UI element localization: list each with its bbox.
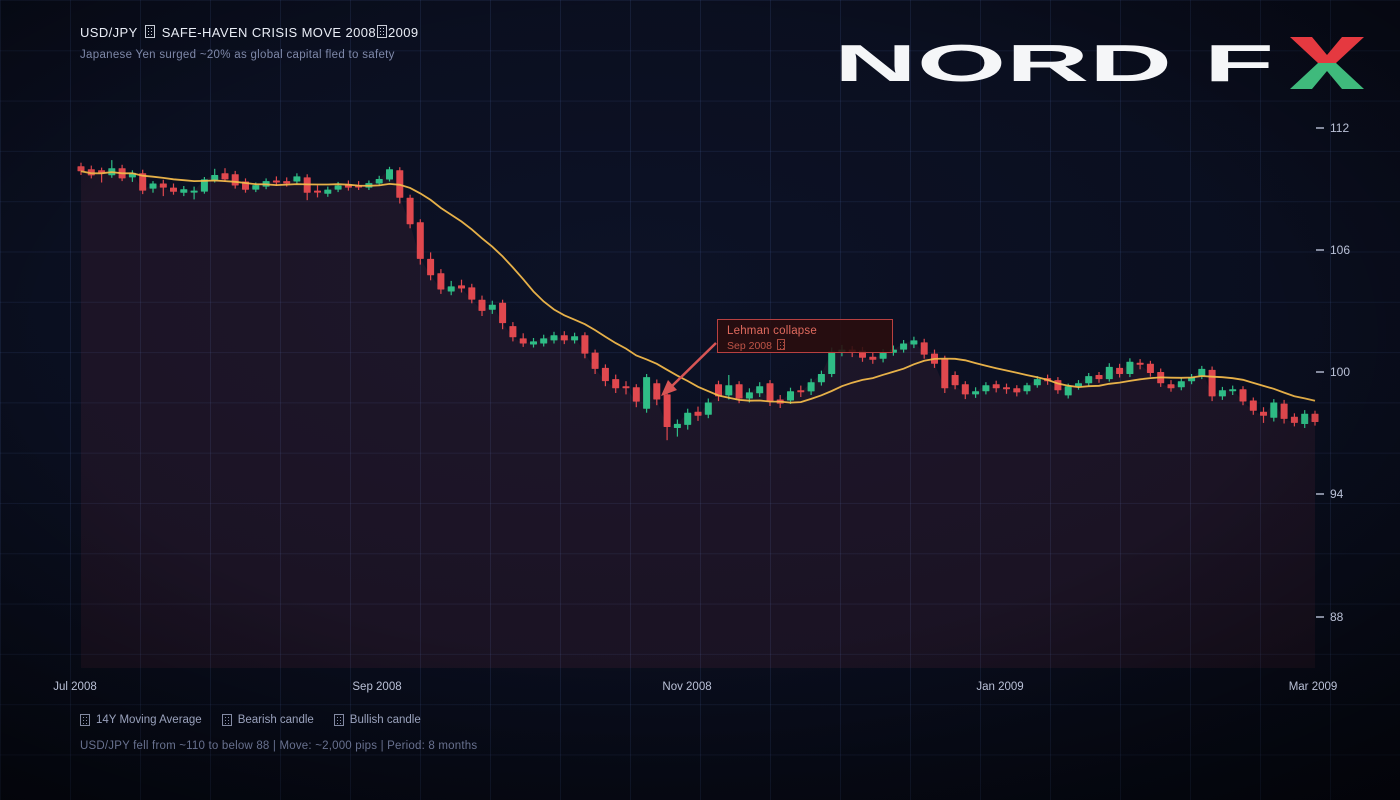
nordfx-logo: NORD F	[834, 34, 1366, 92]
y-tick-value: 94	[1330, 487, 1344, 502]
candle	[406, 194, 414, 229]
missing-glyph-icon	[333, 714, 344, 726]
legend-item-label: 14Y Moving Average	[96, 714, 202, 726]
y-axis-label: 106	[1316, 243, 1350, 257]
logo-x-icon	[1290, 37, 1364, 89]
y-tick-value: 112	[1330, 120, 1350, 135]
chart-legend: 14Y Moving Average Bearish candle Bullish …	[80, 714, 421, 726]
y-tick-value: 100	[1330, 365, 1351, 379]
legend-item-label: Bearish candle	[237, 714, 314, 726]
annotation-box: Lehman collapse Sep 2008	[717, 319, 893, 353]
summary-stats: USD/JPY fell from ~110 to below 88 | Mov…	[80, 740, 478, 752]
legend-item: Bearish candle	[221, 714, 314, 726]
missing-glyph-icon	[144, 25, 155, 38]
title-year: 2009	[388, 25, 419, 40]
y-axis-label: 94	[1316, 487, 1343, 501]
candle	[386, 166, 393, 182]
x-axis-label: Nov 2008	[662, 681, 712, 693]
candle	[643, 374, 651, 413]
x-axis-label: Mar 2009	[1288, 681, 1338, 693]
title-symbol: USD/JPY	[80, 25, 138, 40]
y-tick-dash	[1316, 615, 1324, 618]
missing-glyph-icon	[377, 25, 387, 38]
legend-item: Bullish candle	[333, 714, 421, 726]
y-tick-dash	[1316, 493, 1324, 496]
y-tick-dash	[1316, 248, 1324, 251]
x-axis-label: Jul 2008	[53, 681, 97, 693]
x-axis-label: Sep 2008	[352, 681, 402, 693]
logo-text: NORD F	[834, 35, 1274, 92]
candle	[416, 219, 424, 265]
title-main: SAFE-HAVEN CRISIS MOVE 2008	[161, 25, 376, 40]
page-subtitle: Japanese Yen surged ~20% as global capit…	[80, 49, 395, 61]
missing-glyph-icon	[80, 714, 90, 726]
nordfx-logo-graphic: NORD F	[834, 35, 1364, 92]
y-tick-dash	[1316, 126, 1324, 129]
annotation-arrow-line	[671, 342, 717, 387]
candle	[108, 160, 116, 178]
y-tick-dash	[1316, 371, 1324, 373]
page-title: USD/JPY SAFE-HAVEN CRISIS MOVE 2008 2009	[80, 25, 419, 40]
annotation-title: Lehman collapse	[727, 325, 817, 337]
legend-item: 14Y Moving Average	[80, 714, 202, 726]
y-axis-label: 88	[1316, 610, 1343, 624]
missing-glyph-icon	[221, 714, 232, 726]
candle	[139, 169, 147, 195]
missing-glyph-icon	[776, 339, 785, 350]
y-axis-label: 100	[1316, 365, 1350, 379]
annotation-date: Sep 2008	[727, 339, 883, 352]
legend-item-label: Bullish candle	[349, 714, 421, 726]
y-axis-label: 112	[1316, 121, 1349, 135]
candle	[200, 177, 208, 194]
y-tick-value: 106	[1330, 242, 1351, 257]
x-axis-label: Jan 2009	[976, 681, 1024, 693]
y-tick-value: 88	[1330, 609, 1344, 624]
candle	[1105, 363, 1113, 382]
candle	[1208, 366, 1216, 402]
candle	[941, 355, 949, 393]
